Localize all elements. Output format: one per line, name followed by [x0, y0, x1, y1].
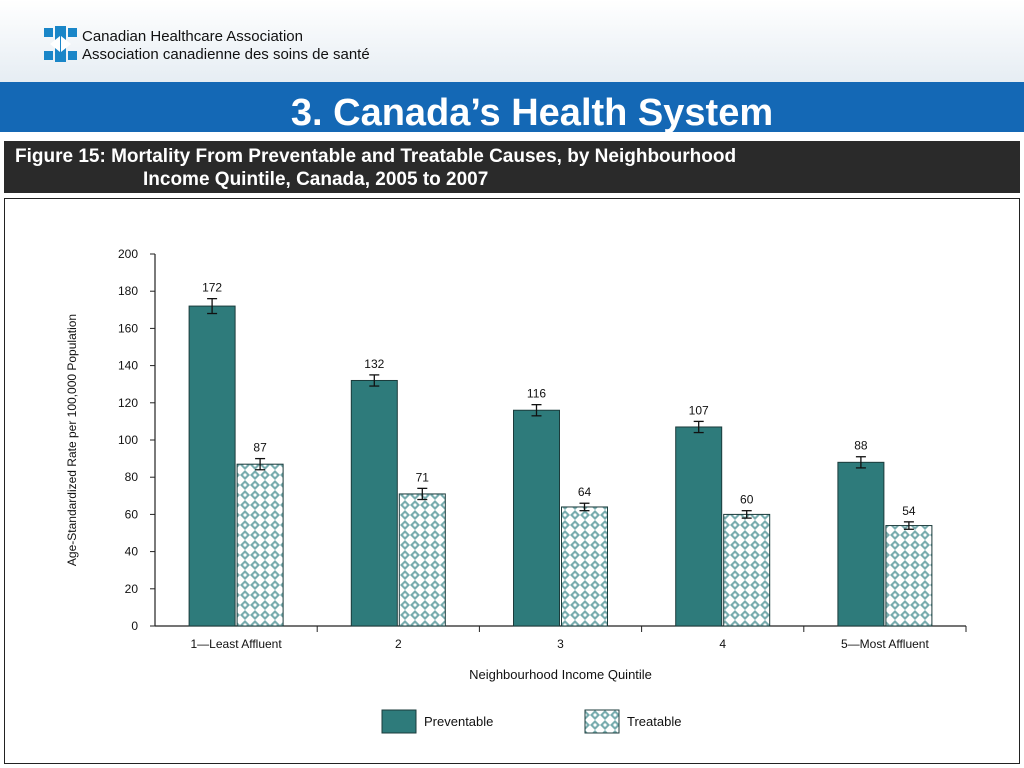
- x-axis-label: Neighbourhood Income Quintile: [469, 667, 652, 682]
- y-tick-label: 40: [125, 545, 139, 559]
- data-label-treatable: 60: [740, 493, 754, 507]
- x-tick-label: 4: [719, 637, 726, 651]
- legend-label-treatable: Treatable: [627, 714, 681, 729]
- bar-preventable-4: [675, 426, 723, 627]
- legend-swatch-treatable: [584, 709, 620, 734]
- data-label-preventable: 107: [689, 403, 709, 417]
- y-tick-label: 100: [118, 433, 138, 447]
- data-label-treatable: 54: [902, 504, 916, 518]
- x-tick-label: 2: [395, 637, 402, 651]
- y-tick-label: 120: [118, 396, 138, 410]
- bar-treatable-3: [561, 506, 608, 627]
- y-tick-label: 80: [125, 470, 139, 484]
- data-label-treatable: 87: [253, 441, 267, 455]
- data-label-treatable: 71: [416, 470, 430, 484]
- bar-preventable-3: [513, 409, 560, 627]
- figure-caption-line-2: Income Quintile, Canada, 2005 to 2007: [143, 169, 489, 190]
- bar-treatable-4: [723, 513, 771, 627]
- legend-label-preventable: Preventable: [424, 714, 493, 729]
- x-tick-label: 3: [557, 637, 564, 651]
- organization-name: Canadian Healthcare Association Associat…: [82, 28, 370, 64]
- data-label-preventable: 116: [527, 387, 546, 401]
- figure-caption-line-1: Figure 15: Mortality From Preventable an…: [15, 146, 737, 167]
- organization-name-french: Association canadienne des soins de sant…: [82, 46, 370, 63]
- data-label-treatable: 64: [578, 485, 592, 499]
- maple-leaf-logo-icon: [44, 26, 77, 62]
- y-axis-label: Age-Standardized Rate per 100,000 Popula…: [65, 314, 79, 566]
- y-tick-label: 20: [125, 582, 139, 596]
- x-tick-label: 1—Least Affluent: [191, 637, 283, 651]
- x-tick-label: 5—Most Affluent: [841, 637, 929, 651]
- header-band: [0, 0, 1024, 82]
- legend-swatch-preventable: [381, 709, 417, 734]
- y-tick-label: 160: [118, 321, 138, 335]
- y-tick-label: 60: [125, 507, 139, 521]
- bar-treatable-5: [885, 525, 933, 627]
- bar-treatable-2: [398, 493, 446, 627]
- data-label-preventable: 88: [854, 439, 868, 453]
- y-tick-label: 0: [131, 619, 138, 633]
- slide-title: 3. Canada’s Health System: [290, 92, 774, 134]
- figure-caption-bar: Figure 15: Mortality From Preventable an…: [4, 141, 1020, 193]
- y-tick-label: 180: [118, 284, 138, 298]
- title-band: [0, 82, 1024, 132]
- y-tick-label: 140: [118, 359, 138, 373]
- bar-preventable-2: [350, 379, 398, 627]
- bar-treatable-1: [236, 463, 284, 627]
- organization-name-english: Canadian Healthcare Association: [82, 28, 303, 45]
- y-tick-label: 200: [118, 247, 138, 261]
- bar-preventable-1: [188, 305, 236, 627]
- data-label-preventable: 132: [364, 357, 384, 371]
- bar-preventable-5: [837, 461, 885, 627]
- data-label-preventable: 172: [202, 281, 222, 295]
